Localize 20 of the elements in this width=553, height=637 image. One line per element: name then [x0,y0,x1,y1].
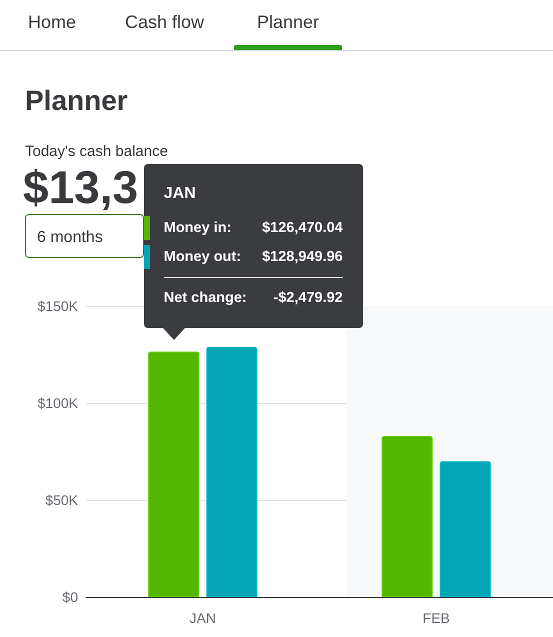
x-tick-label: FEB [422,610,450,626]
chart-title: Planner [25,84,128,118]
tooltip-panel: JAN Money in: $126,470.04 Money out: $128,949.96 Net change: -$2,479.92 [144,164,363,328]
y-tick-label: $100K [38,395,79,411]
text: 6 months [37,228,103,248]
bar [440,461,491,597]
text: Planner [257,11,320,34]
bar [382,436,433,597]
y-tick-label: $0 [62,589,78,605]
legend-label: Money in: [164,219,232,238]
text: $13,3 [23,160,138,214]
chart-subtitle: Today's cash balance [25,142,168,162]
bar [148,352,200,597]
y-tick-label: $50K [45,492,79,508]
legend-label: Money out: [164,248,242,267]
y-tick-label: $150K [38,298,79,314]
x-tick-label: JAN [190,610,216,626]
text: Cash flow [125,11,204,34]
text: Home [28,11,76,34]
bar [206,346,258,597]
